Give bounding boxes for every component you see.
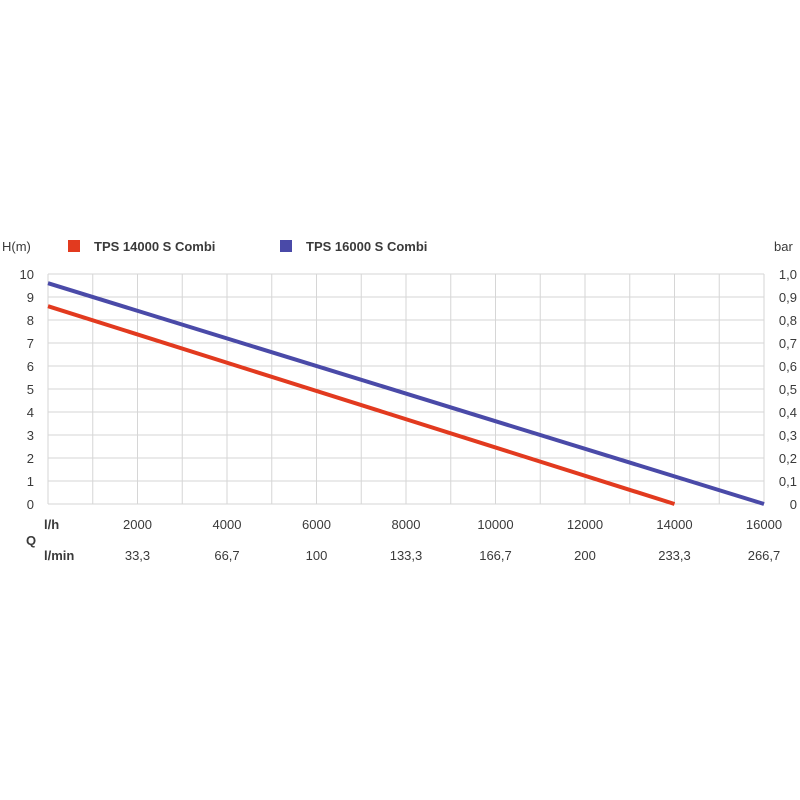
legend-swatch-tps-14000 — [68, 240, 80, 252]
y-left-tick-label: 3 — [27, 428, 34, 443]
y-right-tick-label: 0,5 — [779, 382, 797, 397]
y-right-tick-label: 0,4 — [779, 405, 797, 420]
x-tick-label-lmin: 266,7 — [748, 548, 781, 563]
legend-swatch-tps-16000 — [280, 240, 292, 252]
x-tick-label-lh: 6000 — [302, 517, 331, 532]
x-tick-label-lh: 4000 — [213, 517, 242, 532]
y-right-tick-label: 1,0 — [779, 267, 797, 282]
x-tick-label-lh: 8000 — [392, 517, 421, 532]
x-tick-label-lh: 2000 — [123, 517, 152, 532]
x-tick-label-lmin: 166,7 — [479, 548, 512, 563]
y-left-tick-label: 10 — [20, 267, 34, 282]
x-tick-label-lh: 16000 — [746, 517, 782, 532]
x-tick-label-lmin: 66,7 — [214, 548, 239, 563]
x-row2-unit-label: l/min — [44, 548, 74, 563]
x-tick-label-lmin: 200 — [574, 548, 596, 563]
series-line-tps-14000 — [47, 304, 676, 506]
legend-label-tps-16000: TPS 16000 S Combi — [306, 239, 427, 254]
y-left-tick-label: 4 — [27, 405, 34, 420]
y-left-tick-label: 1 — [27, 474, 34, 489]
x-tick-label-lmin: 133,3 — [390, 548, 423, 563]
y-right-tick-labels: 1,0 0,9 0,8 0,7 0,6 0,5 0,4 0,3 0,2 0,1 0 — [779, 267, 797, 512]
y-left-tick-label: 9 — [27, 290, 34, 305]
legend-label-tps-14000: TPS 14000 S Combi — [94, 239, 215, 254]
x-tick-label-lmin: 233,3 — [658, 548, 691, 563]
y-left-tick-label: 8 — [27, 313, 34, 328]
y-right-tick-label: 0,1 — [779, 474, 797, 489]
x-tick-label-lh: 12000 — [567, 517, 603, 532]
plot-grid — [47, 273, 765, 505]
y-left-tick-label: 2 — [27, 451, 34, 466]
y-left-axis-label: H(m) — [2, 239, 31, 254]
y-right-tick-label: 0,3 — [779, 428, 797, 443]
y-left-tick-label: 0 — [27, 497, 34, 512]
y-right-tick-label: 0,8 — [779, 313, 797, 328]
y-right-tick-label: 0 — [790, 497, 797, 512]
y-right-axis-label: bar — [774, 239, 793, 254]
x-tick-label-lh: 14000 — [656, 517, 692, 532]
y-left-tick-label: 5 — [27, 382, 34, 397]
x-row1-unit-label: l/h — [44, 517, 59, 532]
x-tick-label-lmin: 100 — [306, 548, 328, 563]
x-tick-labels-lmin: 33,3 66,7 100 133,3 166,7 200 233,3 266,7 — [125, 548, 780, 563]
y-left-tick-label: 7 — [27, 336, 34, 351]
series-lines — [47, 281, 765, 506]
y-right-tick-label: 0,7 — [779, 336, 797, 351]
series-line-tps-16000 — [47, 281, 765, 506]
y-right-tick-label: 0,2 — [779, 451, 797, 466]
x-tick-labels-lh: 2000 4000 6000 8000 10000 12000 14000 16000 — [123, 517, 782, 532]
x-tick-label-lmin: 33,3 — [125, 548, 150, 563]
x-axis-label: Q — [26, 533, 36, 548]
y-right-tick-label: 0,6 — [779, 359, 797, 374]
y-right-tick-label: 0,9 — [779, 290, 797, 305]
legend: TPS 14000 S Combi TPS 16000 S Combi — [68, 239, 427, 254]
y-left-tick-label: 6 — [27, 359, 34, 374]
x-tick-label-lh: 10000 — [477, 517, 513, 532]
